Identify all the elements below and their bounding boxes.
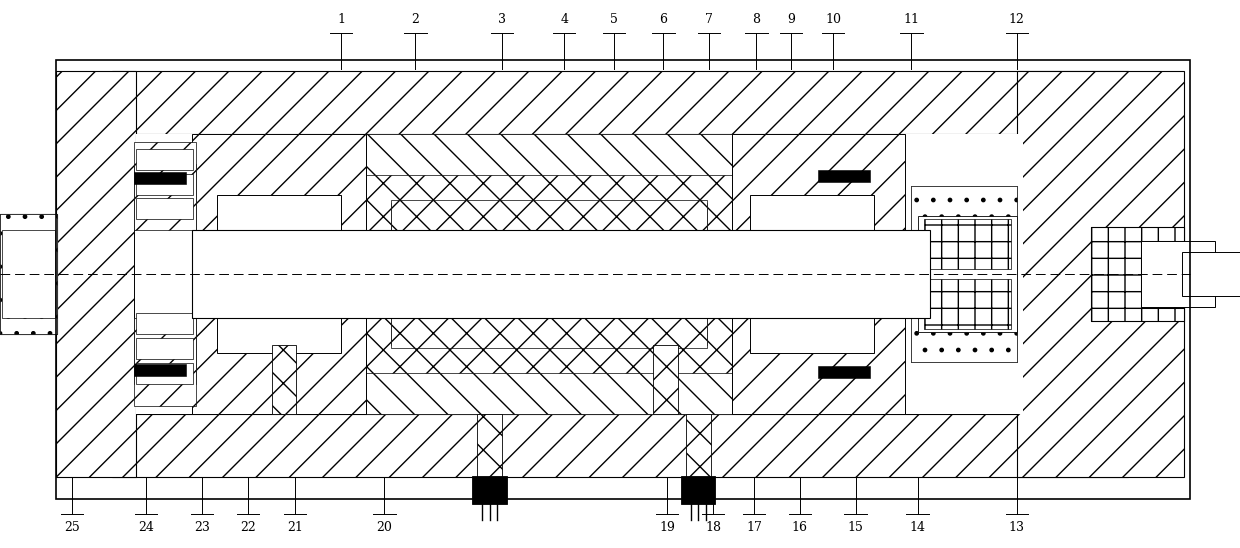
Bar xyxy=(134,142,196,230)
Bar xyxy=(681,476,715,504)
Text: 19: 19 xyxy=(660,521,675,534)
Text: 3: 3 xyxy=(498,13,506,26)
Bar xyxy=(136,198,193,219)
Bar xyxy=(732,134,905,414)
Bar xyxy=(0,214,57,334)
Bar xyxy=(366,134,732,414)
Bar xyxy=(477,414,502,477)
Bar xyxy=(192,134,366,414)
Text: 13: 13 xyxy=(1009,521,1024,534)
Bar xyxy=(2,230,55,318)
Text: 21: 21 xyxy=(288,521,303,534)
Bar xyxy=(1091,227,1184,321)
Text: 9: 9 xyxy=(787,13,795,26)
Text: 8: 8 xyxy=(753,13,760,26)
Text: 11: 11 xyxy=(904,13,919,26)
Bar xyxy=(1017,71,1184,477)
Bar xyxy=(134,172,186,184)
Text: 17: 17 xyxy=(746,521,761,534)
Text: 20: 20 xyxy=(377,521,392,534)
Bar xyxy=(1182,252,1240,296)
Bar xyxy=(136,174,193,195)
Text: 10: 10 xyxy=(826,13,841,26)
Bar xyxy=(391,203,707,345)
Bar xyxy=(272,345,296,414)
Text: 7: 7 xyxy=(706,13,713,26)
Bar xyxy=(136,338,193,359)
Bar xyxy=(918,216,1017,332)
Bar xyxy=(366,373,732,414)
Bar xyxy=(0,214,57,334)
Bar xyxy=(112,414,1128,477)
Bar xyxy=(134,164,196,384)
Bar xyxy=(911,186,1017,362)
Text: 14: 14 xyxy=(910,521,925,534)
Bar xyxy=(391,200,707,236)
Bar xyxy=(192,230,930,318)
Bar xyxy=(1141,241,1215,307)
Bar xyxy=(391,312,707,348)
Bar xyxy=(818,170,870,182)
Text: 18: 18 xyxy=(706,521,720,534)
Bar xyxy=(112,71,1128,134)
Bar xyxy=(1091,227,1184,321)
Bar xyxy=(818,366,870,378)
Text: 2: 2 xyxy=(412,13,419,26)
Bar xyxy=(56,60,1190,499)
Bar xyxy=(56,71,136,477)
Text: 24: 24 xyxy=(139,521,154,534)
Bar xyxy=(686,414,711,477)
Text: 16: 16 xyxy=(792,521,807,534)
Bar xyxy=(750,195,874,353)
Bar xyxy=(924,279,1011,329)
Bar xyxy=(136,149,193,170)
Bar xyxy=(911,186,1017,362)
Bar xyxy=(136,313,193,334)
Bar xyxy=(136,134,1023,414)
Text: 25: 25 xyxy=(64,521,79,534)
Text: 15: 15 xyxy=(848,521,863,534)
Bar xyxy=(472,476,507,504)
Text: 1: 1 xyxy=(337,13,345,26)
Bar xyxy=(134,364,186,376)
Text: 22: 22 xyxy=(241,521,255,534)
Bar xyxy=(134,318,196,406)
Bar xyxy=(924,219,1011,269)
Text: 12: 12 xyxy=(1009,13,1024,26)
Text: 23: 23 xyxy=(195,521,210,534)
Text: 6: 6 xyxy=(660,13,667,26)
Text: 5: 5 xyxy=(610,13,618,26)
Bar xyxy=(366,134,732,175)
Text: 4: 4 xyxy=(560,13,568,26)
Bar xyxy=(136,363,193,384)
Bar xyxy=(653,345,678,414)
Bar xyxy=(217,195,341,353)
